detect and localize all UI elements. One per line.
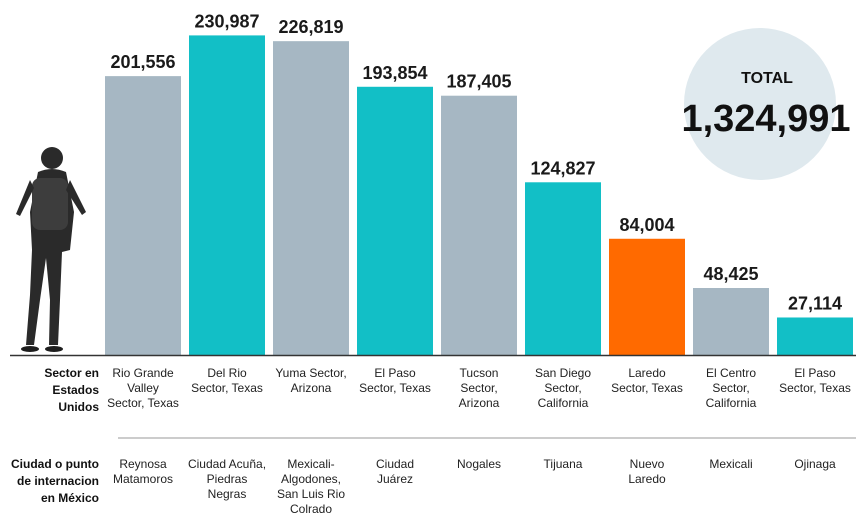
us-sector-label-line: Yuma Sector, (275, 366, 346, 380)
mexico-point-label-line: Ciudad (376, 457, 414, 471)
us-sector-label-line: California (706, 396, 757, 410)
us-sector-label-line: Del Rio (207, 366, 247, 380)
bar (777, 317, 853, 355)
us-sector-label-line: Sector, Texas (191, 381, 263, 395)
walking-migrant-silhouette-icon (16, 147, 86, 352)
mexico-point-label: Nogales (457, 457, 501, 471)
mexico-point-label: Ciudad Acuña, Piedras Negras (188, 457, 266, 501)
mexico-point-label: Nuevo Laredo (628, 457, 666, 486)
us-sector-label: Del Rio Sector, Texas (191, 366, 263, 395)
us-sector-label-line: Sector, Texas (107, 396, 179, 410)
us-sector-label-line: El Paso (374, 366, 416, 380)
bar (189, 35, 265, 355)
mexico-point-label: Ojinaga (794, 457, 836, 471)
value-label: 84,004 (619, 215, 674, 235)
us-sector-label: El Paso Sector, Texas (359, 366, 431, 395)
rowUS-line: Unidos (58, 400, 99, 414)
us-sector-label-line: El Paso (794, 366, 836, 380)
mexico-point-label-line: Mexicali- (287, 457, 334, 471)
us-sector-label-line: Tucson (460, 366, 499, 380)
mexico-point-label-line: Colrado (290, 502, 332, 516)
mexico-point-label: Reynosa Matamoros (113, 457, 173, 486)
bar (105, 76, 181, 355)
value-label: 230,987 (194, 11, 259, 31)
total-circle (684, 28, 836, 180)
rowMX-line: de internacion (17, 474, 99, 488)
us-sector-label-line: Arizona (291, 381, 332, 395)
mexico-point-label-line: Nuevo (630, 457, 665, 471)
row-label-us: Sector en Estados Unidos (44, 366, 99, 414)
rowMX-line: Ciudad o punto (11, 457, 99, 471)
mexico-point-label-line: Ojinaga (794, 457, 836, 471)
us-sector-label: El Centro Sector, California (706, 366, 757, 410)
value-label: 187,405 (446, 72, 511, 92)
mexico-point-label: Ciudad Juárez (376, 457, 414, 486)
us-sector-label-line: Sector, Texas (359, 381, 431, 395)
mexico-point-label-line: Piedras (207, 472, 248, 486)
mexico-point-label-line: Ciudad Acuña, (188, 457, 266, 471)
us-sector-label-line: Sector, (712, 381, 749, 395)
mexico-point-label: Mexicali-Algodones, San Luis Rio Colrado (277, 457, 345, 516)
value-label: 193,854 (362, 63, 427, 83)
mexico-point-label-line: Laredo (628, 472, 666, 486)
us-sector-label: Laredo Sector, Texas (611, 366, 683, 395)
value-label: 48,425 (703, 264, 758, 284)
value-label: 124,827 (530, 158, 595, 178)
us-sector-label-line: Laredo (628, 366, 666, 380)
us-sector-label: San Diego Sector, California (535, 366, 591, 410)
rowUS-line: Sector en (44, 366, 99, 380)
us-sector-label: Tucson Sector, Arizona (459, 366, 500, 410)
us-sector-label-line: Rio Grande (112, 366, 174, 380)
mexico-point-labels: Reynosa Matamoros Ciudad Acuña, Piedras Negr… (113, 457, 836, 516)
us-sector-label-line: Valley (127, 381, 159, 395)
bar (609, 238, 685, 355)
rowMX-line: en México (41, 491, 99, 505)
mexico-point-label-line: Juárez (377, 472, 413, 486)
value-label: 27,114 (788, 293, 842, 313)
mexico-point-label: Mexicali (709, 457, 752, 471)
bar (525, 182, 601, 355)
us-sector-label-line: Sector, Texas (779, 381, 851, 395)
us-sector-label-line: California (538, 396, 589, 410)
mexico-point-label-line: Matamoros (113, 472, 173, 486)
us-sector-label: El Paso Sector, Texas (779, 366, 851, 395)
row-label-mexico: Ciudad o punto de internacion en México (11, 457, 99, 505)
us-sector-label: Yuma Sector, Arizona (275, 366, 346, 395)
us-sector-label-line: San Diego (535, 366, 591, 380)
value-label: 226,819 (278, 17, 343, 37)
bars-group (105, 35, 853, 355)
us-sector-label: Rio Grande Valley Sector, Texas (107, 366, 179, 410)
total-label: TOTAL (741, 70, 793, 87)
mexico-point-label-line: San Luis Rio (277, 487, 345, 501)
us-sector-label-line: Sector, (544, 381, 581, 395)
us-sector-label-line: El Centro (706, 366, 756, 380)
mexico-point-label-line: Negras (208, 487, 247, 501)
us-sector-label-line: Sector, (460, 381, 497, 395)
us-sector-label-line: Arizona (459, 396, 500, 410)
mexico-point-label-line: Nogales (457, 457, 501, 471)
bar (357, 86, 433, 355)
mexico-point-label-line: Reynosa (119, 457, 167, 471)
rowUS-line: Estados (52, 383, 99, 397)
bar (273, 41, 349, 355)
value-label: 201,556 (110, 52, 175, 72)
bar (693, 287, 769, 355)
total-badge: TOTAL 1,324,991 (681, 28, 851, 180)
us-sector-label-line: Sector, Texas (611, 381, 683, 395)
mexico-point-label-line: Tijuana (544, 457, 583, 471)
value-labels-group: 201,556 230,987 226,819 193,854 187,405 124,8… (110, 11, 842, 313)
total-value: 1,324,991 (681, 98, 850, 140)
mexico-point-label-line: Mexicali (709, 457, 752, 471)
mexico-point-label: Tijuana (544, 457, 583, 471)
mexico-point-label-line: Algodones, (281, 472, 341, 486)
bar (441, 95, 517, 355)
